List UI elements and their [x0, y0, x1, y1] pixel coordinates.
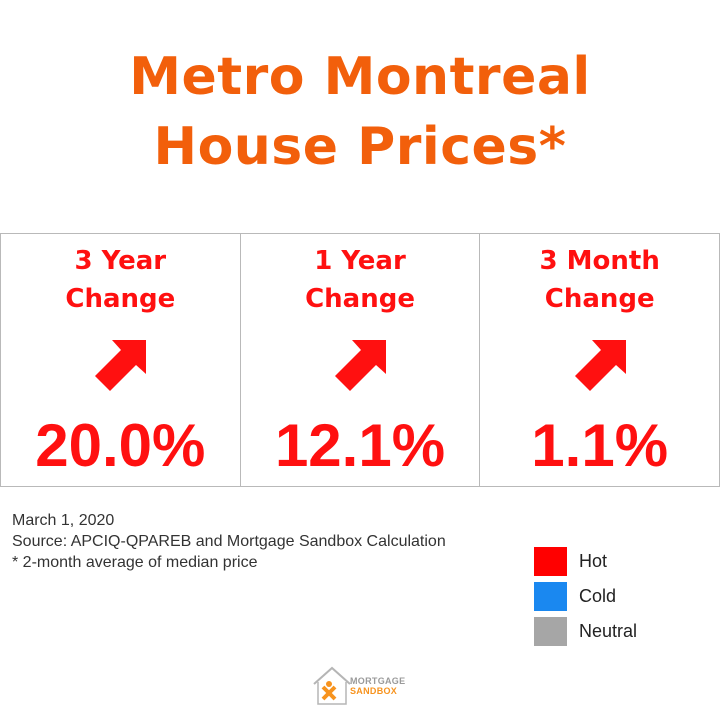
card-label: 3 Year Change — [1, 242, 240, 318]
logo-text-line-1: MORTGAGE — [350, 676, 406, 686]
title-line-2: House Prices* — [153, 117, 567, 177]
legend-item-cold: Cold — [534, 581, 637, 611]
legend-swatch-cold — [534, 581, 567, 611]
note-source: Source: APCIQ-QPAREB and Mortgage Sandbo… — [12, 533, 446, 550]
legend-item-neutral: Neutral — [534, 616, 637, 646]
logo-text-line-2: SANDBOX — [350, 686, 398, 696]
source-notes: March 1, 2020 Source: APCIQ-QPAREB and M… — [12, 510, 446, 573]
card-label: 3 Month Change — [480, 242, 719, 318]
arrow-up-right-icon — [335, 340, 386, 391]
legend-item-hot: Hot — [534, 546, 637, 576]
legend: Hot Cold Neutral — [534, 546, 637, 651]
legend-label: Cold — [579, 585, 617, 606]
arrow-up-right-icon — [574, 340, 626, 391]
logo-text: MORTGAGE SANDBOX — [350, 676, 405, 696]
card-label-line-2: Change — [65, 284, 176, 314]
card-label-line-2: Change — [305, 284, 415, 314]
card-value: 1.1% — [531, 412, 669, 479]
card-3-month: 3 Month Change 1.1% — [479, 233, 720, 487]
change-cards: 3 Year Change 20.0% 1 Year Change 12.1% … — [0, 233, 720, 487]
note-date: March 1, 2020 — [12, 512, 115, 529]
legend-label: Neutral — [579, 620, 638, 641]
title-line-1: Metro Montreal — [129, 47, 591, 107]
card-label-line-2: Change — [544, 284, 655, 314]
legend-swatch-hot — [534, 546, 567, 576]
mortgage-sandbox-logo: MORTGAGE SANDBOX — [312, 664, 422, 708]
note-footnote: * 2-month average of median price — [12, 554, 258, 571]
card-label-line-1: 3 Year — [74, 246, 167, 276]
house-logo-icon — [313, 666, 351, 705]
arrow-up-right-icon — [95, 340, 147, 391]
card-value: 20.0% — [35, 412, 206, 479]
card-label: 1 Year Change — [241, 242, 480, 318]
card-1-year: 1 Year Change 12.1% — [239, 233, 480, 487]
card-3-year: 3 Year Change 20.0% — [0, 233, 240, 487]
legend-swatch-neutral — [534, 616, 567, 646]
card-label-line-1: 1 Year — [314, 246, 406, 276]
page-title: Metro Montreal House Prices* — [0, 42, 720, 182]
card-label-line-1: 3 Month — [539, 246, 660, 276]
legend-label: Hot — [579, 550, 608, 571]
card-value: 12.1% — [274, 412, 446, 479]
